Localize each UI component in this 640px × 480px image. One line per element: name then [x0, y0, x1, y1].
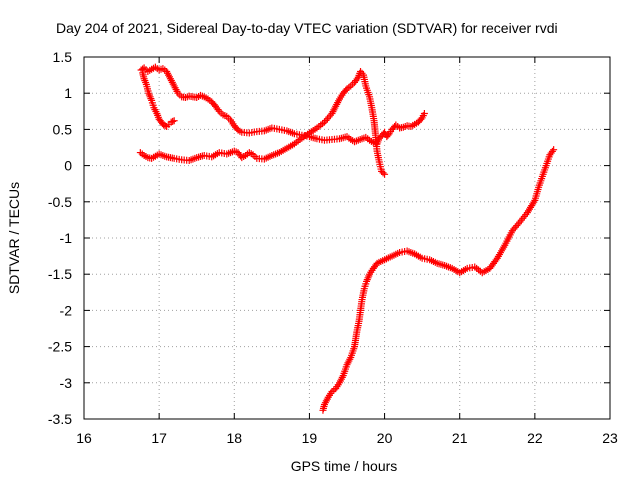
y-tick-label: -1.5 [48, 266, 72, 282]
x-tick-label: 19 [302, 430, 318, 446]
x-tick-labels: 16 17 18 19 20 21 22 23 [76, 430, 618, 446]
data-point-marker [169, 117, 177, 125]
x-tick-label: 17 [151, 430, 167, 446]
y-tick-label: -2 [60, 302, 73, 318]
y-tick-label: -2.5 [48, 339, 72, 355]
x-axis-label: GPS time / hours [291, 458, 398, 474]
data-point-marker [161, 122, 169, 130]
y-tick-labels: 1.5 1 0.5 0 -0.5 -1 -1.5 -2 -2.5 -3 -3.5 [48, 49, 72, 427]
data-point-marker [160, 121, 168, 129]
data-point-marker [384, 131, 392, 139]
data-point-marker [139, 65, 147, 73]
x-tick-label: 22 [527, 430, 543, 446]
x-tick-label: 21 [452, 430, 468, 446]
grid [84, 57, 610, 419]
data-point-marker [381, 170, 389, 178]
y-tick-label: 0.5 [53, 121, 73, 137]
data-point-marker [550, 146, 558, 154]
data-point-marker [214, 106, 222, 114]
data-point-marker [379, 169, 387, 177]
y-tick-label: -0.5 [48, 194, 72, 210]
data-point-marker [548, 147, 556, 155]
x-tick-label: 23 [602, 430, 618, 446]
data-point-marker [420, 109, 428, 117]
y-tick-label: 1.5 [53, 49, 73, 65]
y-tick-label: 0 [64, 158, 72, 174]
axis-ticks [83, 56, 611, 420]
y-axis-label: SDTVAR / TECUs [6, 182, 22, 294]
y-tick-label: 1 [64, 85, 72, 101]
x-tick-label: 16 [76, 430, 92, 446]
data-point-marker [170, 117, 178, 125]
chart-title: Day 204 of 2021, Sidereal Day-to-day VTE… [56, 20, 558, 36]
x-tick-label: 18 [226, 430, 242, 446]
x-tick-label: 20 [377, 430, 393, 446]
data-point-marker [492, 256, 500, 264]
data-point-marker [353, 75, 361, 83]
data-point-marker [417, 115, 425, 123]
data-point-marker [167, 118, 175, 126]
y-tick-label: -3 [60, 375, 73, 391]
y-tick-label: -1 [60, 230, 73, 246]
y-tick-label: -3.5 [48, 411, 72, 427]
data-markers [136, 63, 558, 414]
